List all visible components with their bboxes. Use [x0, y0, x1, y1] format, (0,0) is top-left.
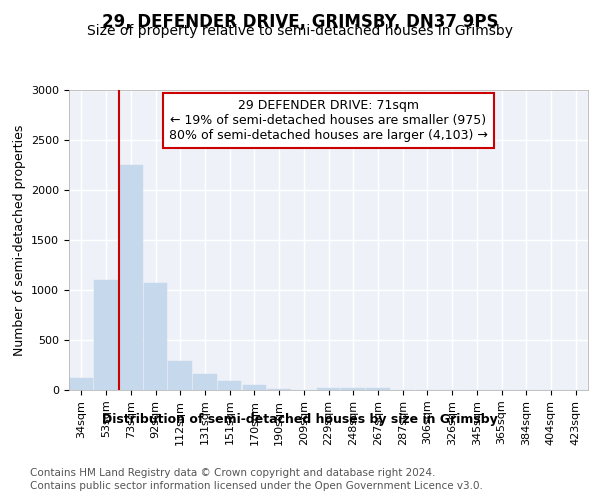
Text: Size of property relative to semi-detached houses in Grimsby: Size of property relative to semi-detach…	[87, 24, 513, 38]
Text: 29, DEFENDER DRIVE, GRIMSBY, DN37 9PS: 29, DEFENDER DRIVE, GRIMSBY, DN37 9PS	[102, 12, 498, 30]
Bar	[366, 388, 389, 390]
Bar	[144, 282, 167, 390]
Text: Contains public sector information licensed under the Open Government Licence v3: Contains public sector information licen…	[30, 481, 483, 491]
Bar	[169, 361, 192, 390]
Bar	[119, 165, 143, 390]
Bar	[341, 388, 365, 390]
Text: Contains HM Land Registry data © Crown copyright and database right 2024.: Contains HM Land Registry data © Crown c…	[30, 468, 436, 477]
Text: Distribution of semi-detached houses by size in Grimsby: Distribution of semi-detached houses by …	[102, 412, 498, 426]
Bar	[242, 385, 266, 390]
Bar	[268, 388, 291, 390]
Y-axis label: Number of semi-detached properties: Number of semi-detached properties	[13, 124, 26, 356]
Bar	[193, 374, 217, 390]
Bar	[317, 388, 340, 390]
Bar	[70, 378, 93, 390]
Text: 29 DEFENDER DRIVE: 71sqm
← 19% of semi-detached houses are smaller (975)
80% of : 29 DEFENDER DRIVE: 71sqm ← 19% of semi-d…	[169, 99, 488, 142]
Bar	[218, 381, 241, 390]
Bar	[94, 280, 118, 390]
